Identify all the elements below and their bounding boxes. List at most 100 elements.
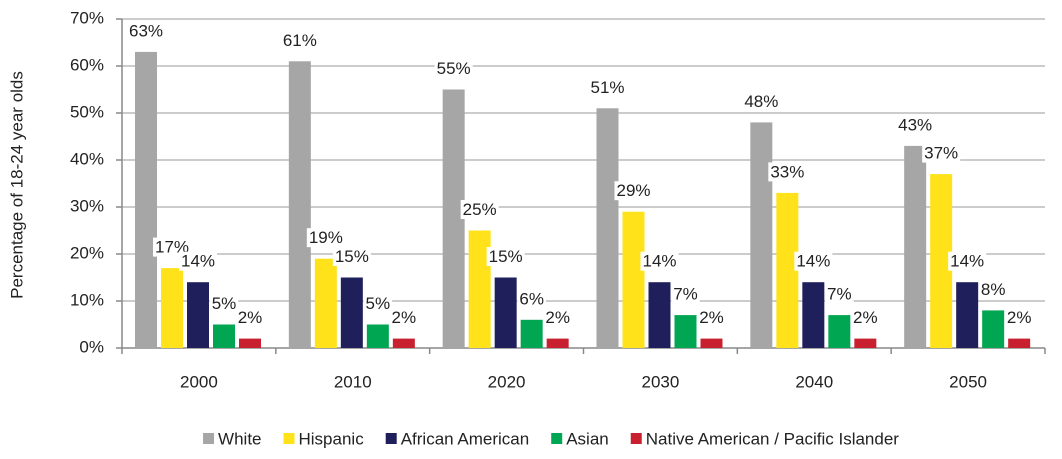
- bar: [314, 258, 337, 348]
- bar: [828, 315, 851, 348]
- bar: [750, 122, 773, 349]
- label-bg: [280, 30, 319, 50]
- label-bg: [389, 308, 419, 328]
- grid: [122, 18, 1045, 349]
- legend-label: Hispanic: [299, 429, 365, 448]
- data-label: 5%: [212, 294, 237, 313]
- data-label: 61%: [283, 31, 317, 50]
- bar: [288, 61, 311, 349]
- label-bg: [332, 246, 371, 266]
- data-label: 6%: [519, 289, 544, 308]
- data-label: 7%: [673, 285, 698, 304]
- label-bg: [742, 91, 781, 111]
- legend-swatch: [630, 433, 642, 444]
- legend-label: African American: [401, 429, 530, 448]
- label-bg: [1004, 308, 1034, 328]
- bar: [648, 282, 671, 348]
- y-tick-label: 10%: [70, 290, 104, 309]
- y-tick-label: 50%: [70, 102, 104, 121]
- label-bg: [948, 251, 987, 271]
- data-label: 14%: [796, 252, 830, 271]
- x-tick-label: 2000: [180, 372, 218, 391]
- legend-swatch: [283, 433, 295, 444]
- data-label: 37%: [924, 144, 958, 163]
- bar: [674, 315, 697, 348]
- label-bg: [517, 289, 546, 309]
- legend-swatch: [203, 433, 215, 444]
- bar: [468, 230, 491, 348]
- legend: White Hispanic African American Asian Native…: [203, 429, 899, 448]
- data-label: 2%: [853, 308, 878, 327]
- data-label: 15%: [335, 247, 369, 266]
- x-tick-label: 2020: [488, 372, 526, 391]
- legend-label: White: [218, 429, 261, 448]
- data-label: 51%: [590, 78, 624, 97]
- x-tick-label: 2010: [334, 372, 372, 391]
- label-bg: [588, 77, 627, 97]
- data-label: 14%: [642, 252, 676, 271]
- label-bg: [178, 251, 218, 271]
- bar: [442, 89, 465, 348]
- data-label: 19%: [309, 228, 343, 247]
- data-label: 55%: [437, 59, 471, 78]
- bar: [213, 324, 235, 348]
- label-bg: [460, 199, 499, 219]
- bar: [340, 277, 363, 348]
- label-bg: [486, 246, 525, 266]
- label-bg: [363, 293, 393, 313]
- label-bg: [851, 308, 880, 328]
- label-bg: [922, 143, 961, 163]
- data-label: 29%: [616, 181, 650, 200]
- bar: [956, 282, 979, 348]
- data-label: 14%: [181, 252, 215, 271]
- label-bg: [825, 284, 854, 304]
- bar: [776, 192, 799, 348]
- y-axis-title: Percentage of 18-24 year olds: [7, 71, 26, 299]
- label-bg: [614, 181, 653, 201]
- bar: [187, 282, 209, 348]
- bar: [494, 277, 517, 348]
- y-tick-label: 20%: [70, 243, 104, 262]
- data-label: 2%: [392, 308, 417, 327]
- bar: [239, 338, 261, 348]
- label-bg: [209, 293, 239, 313]
- y-tick-label: 70%: [70, 8, 104, 27]
- legend-swatch: [551, 433, 563, 444]
- label-bg: [126, 21, 166, 41]
- y-tick-label: 30%: [70, 196, 104, 215]
- y-tick-label: 40%: [70, 149, 104, 168]
- data-label: 25%: [463, 200, 497, 219]
- data-label: 14%: [950, 252, 984, 271]
- data-label: 33%: [770, 162, 804, 181]
- y-tick-label: 60%: [70, 55, 104, 74]
- bar: [854, 338, 877, 348]
- x-tick-label: 2040: [795, 372, 833, 391]
- x-tick-label: 2050: [949, 372, 987, 391]
- data-label: 2%: [1007, 308, 1032, 327]
- data-label: 7%: [827, 285, 852, 304]
- label-bg: [768, 162, 807, 182]
- label-bg: [434, 58, 473, 78]
- label-bg: [306, 228, 345, 248]
- label-bg: [671, 284, 700, 304]
- x-tick-label: 2030: [642, 372, 680, 391]
- data-label: 48%: [744, 92, 778, 111]
- label-bg: [896, 115, 935, 135]
- bar: [392, 338, 415, 348]
- data-label: 43%: [898, 115, 932, 134]
- bar: [366, 324, 389, 348]
- data-label: 2%: [545, 308, 570, 327]
- label-bg: [543, 308, 572, 328]
- label-bg: [794, 251, 833, 271]
- bar: [1008, 338, 1031, 348]
- data-label: 15%: [489, 247, 523, 266]
- label-bg: [235, 308, 265, 328]
- bar: [596, 108, 619, 348]
- label-bg: [697, 308, 726, 328]
- data-label: 2%: [699, 308, 724, 327]
- y-tick-label: 0%: [79, 337, 104, 356]
- data-label: 8%: [981, 280, 1006, 299]
- bar: [904, 145, 927, 348]
- legend-label: Native American / Pacific Islander: [646, 429, 900, 448]
